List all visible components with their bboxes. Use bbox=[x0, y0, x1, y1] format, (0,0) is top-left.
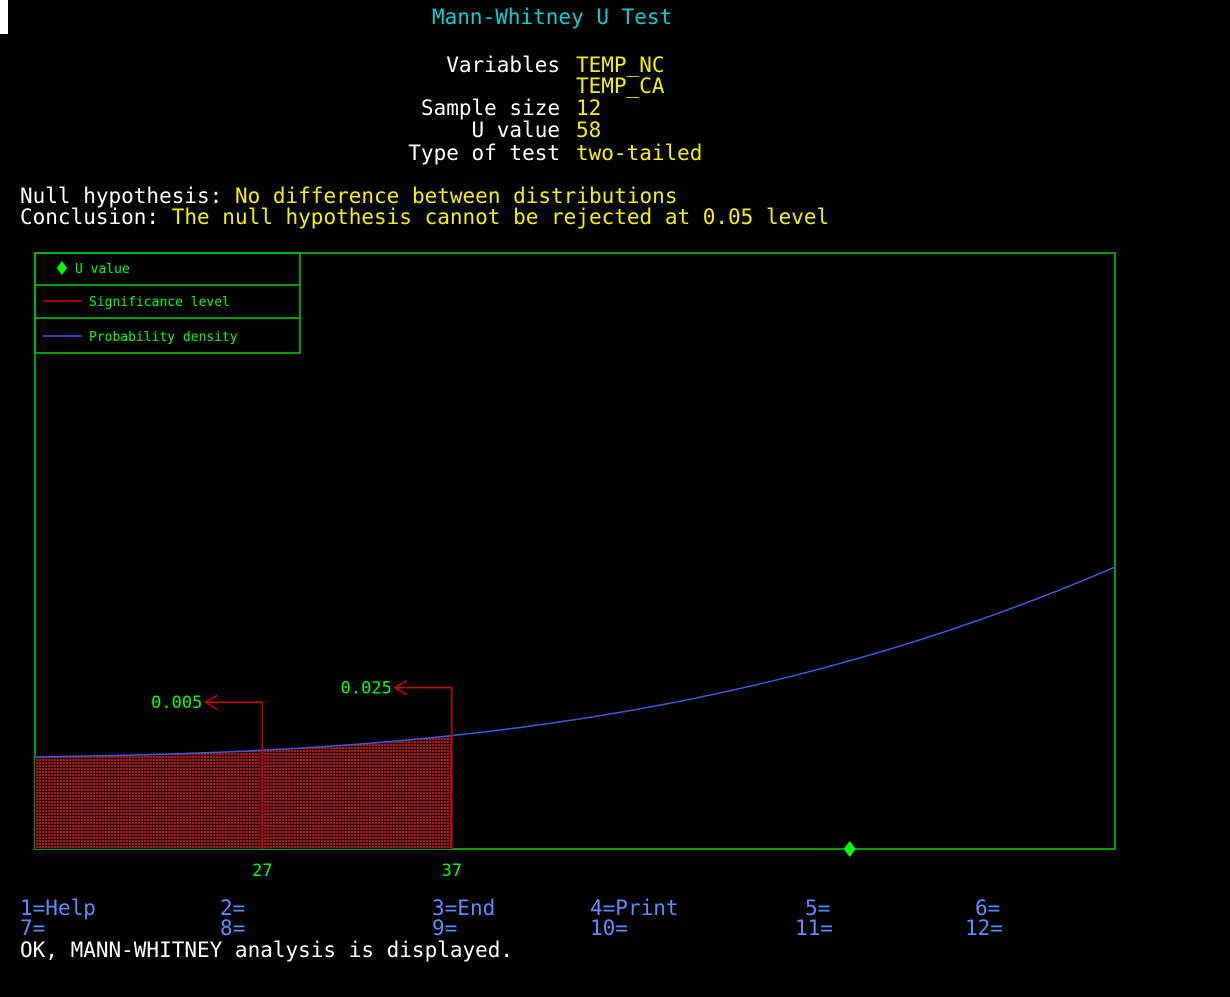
fkey-6[interactable]: 6= bbox=[975, 896, 1001, 920]
page-title: Mann-Whitney U Test bbox=[432, 5, 673, 29]
probability-density-curve bbox=[34, 566, 1116, 758]
variable-1-value: TEMP_NC bbox=[576, 53, 665, 77]
conclusion-label: Conclusion: bbox=[20, 205, 160, 229]
chart-legend: U value Significance level Probability d… bbox=[34, 252, 301, 354]
fkey-3-end[interactable]: 3=End bbox=[432, 896, 496, 920]
critical-value-37-alpha-label: 0.025 bbox=[341, 679, 392, 699]
null-hypothesis-label: Null hypothesis: bbox=[20, 184, 223, 208]
null-hypothesis-line: Null hypothesis: No difference between d… bbox=[20, 185, 677, 207]
window-corner bbox=[0, 0, 8, 34]
fkey-8[interactable]: 8= bbox=[220, 916, 246, 940]
conclusion-text: The null hypothesis cannot be rejected a… bbox=[171, 205, 830, 229]
fkey-5[interactable]: 5= bbox=[805, 896, 831, 920]
legend-density-label: Probability density bbox=[89, 330, 238, 345]
critical-value-27-alpha-label: 0.005 bbox=[151, 693, 202, 713]
significance-area bbox=[35, 735, 452, 849]
critical-value-27-marker bbox=[207, 701, 264, 849]
null-hypothesis-text: No difference between distributions bbox=[234, 184, 678, 208]
critical-value-37-arrow-icon bbox=[393, 679, 408, 696]
fkey-1-help[interactable]: 1=Help bbox=[20, 896, 96, 920]
critical-value-27-arrow-icon bbox=[203, 694, 218, 710]
variables-label: Variables bbox=[446, 53, 560, 77]
fkey-4-print[interactable]: 4=Print bbox=[590, 896, 679, 920]
x-tick-label-27: 27 bbox=[252, 861, 272, 881]
status-message: OK, MANN-WHITNEY analysis is displayed. bbox=[20, 938, 514, 962]
legend-significance-label: Significance level bbox=[89, 295, 230, 310]
legend-u-value-marker-icon bbox=[57, 261, 67, 275]
fkey-7[interactable]: 7= bbox=[20, 916, 46, 940]
critical-value-37-marker bbox=[396, 686, 453, 849]
conclusion-line: Conclusion: The null hypothesis cannot b… bbox=[20, 206, 829, 228]
legend-u-value-label: U value bbox=[75, 262, 130, 277]
fkey-11[interactable]: 11= bbox=[795, 916, 833, 940]
variable-2-value: TEMP_CA bbox=[576, 74, 665, 98]
fkey-10[interactable]: 10= bbox=[590, 916, 628, 940]
fkey-9[interactable]: 9= bbox=[432, 916, 458, 940]
test-type-label: Type of test bbox=[408, 141, 560, 165]
fkey-12[interactable]: 12= bbox=[965, 916, 1003, 940]
u-value-label: U value bbox=[471, 118, 560, 142]
plot-frame bbox=[34, 252, 1116, 850]
fkey-2[interactable]: 2= bbox=[220, 896, 246, 920]
sample-size-value: 12 bbox=[576, 96, 602, 120]
test-type-value: two-tailed bbox=[576, 141, 703, 165]
u-value-value: 58 bbox=[576, 118, 602, 142]
u-value-marker bbox=[843, 841, 856, 857]
x-tick-label-37: 37 bbox=[442, 861, 462, 881]
sample-size-label: Sample size bbox=[420, 96, 560, 120]
legend-box bbox=[34, 252, 301, 354]
